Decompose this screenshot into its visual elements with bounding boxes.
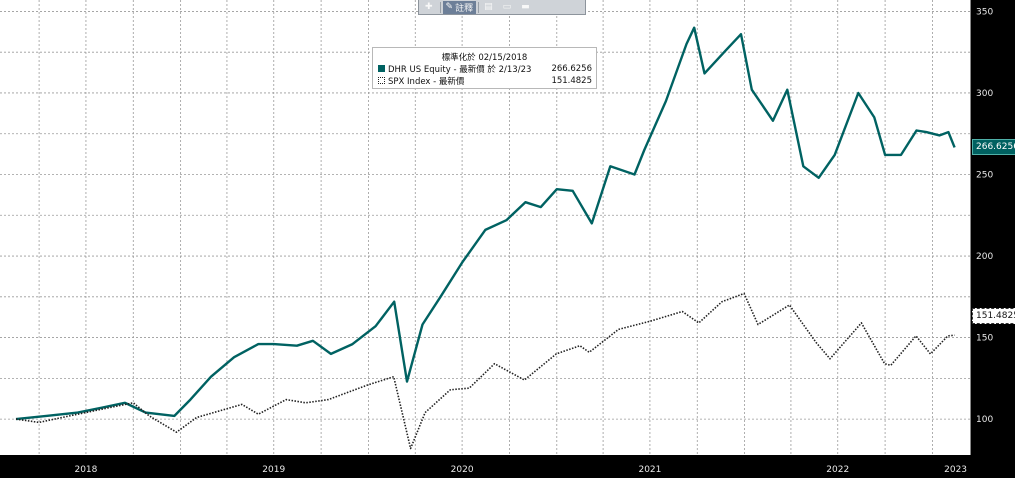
legend-item-dhr[interactable]: DHR US Equity - 最新價 於 2/13/23 266.6256: [378, 63, 592, 75]
legend-label: SPX Index - 最新價: [388, 76, 465, 87]
legend-swatch-solid: [378, 65, 385, 72]
legend-value: 151.4825: [551, 75, 592, 86]
legend-title: 標準化於 02/15/2018: [441, 53, 528, 63]
toolbar-news-button[interactable]: ▤: [481, 1, 498, 14]
toolbar-divider: [478, 1, 480, 13]
legend-label: DHR US Equity - 最新價 於 2/13/23: [388, 64, 532, 75]
y-tick-label: 200: [976, 252, 993, 262]
plus-icon: ✚: [425, 2, 433, 12]
last-value-tag-dhr: 266.6256: [972, 139, 1015, 155]
series-line-dhr: [15, 26, 956, 421]
document-icon: ▭: [502, 2, 512, 12]
y-tick-label: 350: [976, 7, 993, 17]
toolbar-annotate-button[interactable]: ✎ 註釋: [442, 0, 477, 14]
y-tick-label: 250: [976, 170, 993, 180]
x-tick-label: 2023: [944, 465, 967, 475]
y-tick-label: 150: [976, 334, 993, 344]
x-tick-label: 2018: [74, 465, 97, 475]
legend-value: 266.6256: [551, 63, 592, 74]
chart-toolbar: ✚ ✎ 註釋 ▤ ▭ ▬: [418, 0, 586, 15]
legend-swatch-dotted: [378, 77, 385, 84]
toolbar-add-button[interactable]: ✚: [422, 1, 438, 14]
toolbar-document-button[interactable]: ▭: [500, 1, 517, 14]
last-value-tag-spx: 151.4825: [972, 308, 1015, 324]
minus-icon: ▬: [521, 2, 530, 12]
legend-item-spx[interactable]: SPX Index - 最新價 151.4825: [378, 75, 592, 87]
series-line-spx: [15, 292, 955, 450]
toolbar-minimize-button[interactable]: ▬: [518, 1, 535, 14]
toolbar-divider: [439, 1, 441, 13]
chart-legend[interactable]: 標準化於 02/15/2018 DHR US Equity - 最新價 於 2/…: [372, 47, 597, 89]
y-tick-label: 300: [976, 89, 993, 99]
pencil-icon: ✎: [445, 2, 454, 12]
x-tick-label: 2020: [451, 465, 474, 475]
y-tick-label: 100: [976, 415, 993, 425]
toolbar-annotate-label: 註釋: [455, 3, 474, 14]
news-icon: ▤: [484, 2, 493, 12]
x-tick-label: 2021: [638, 465, 661, 475]
x-tick-label: 2022: [826, 465, 849, 475]
x-tick-label: 2019: [262, 465, 285, 475]
